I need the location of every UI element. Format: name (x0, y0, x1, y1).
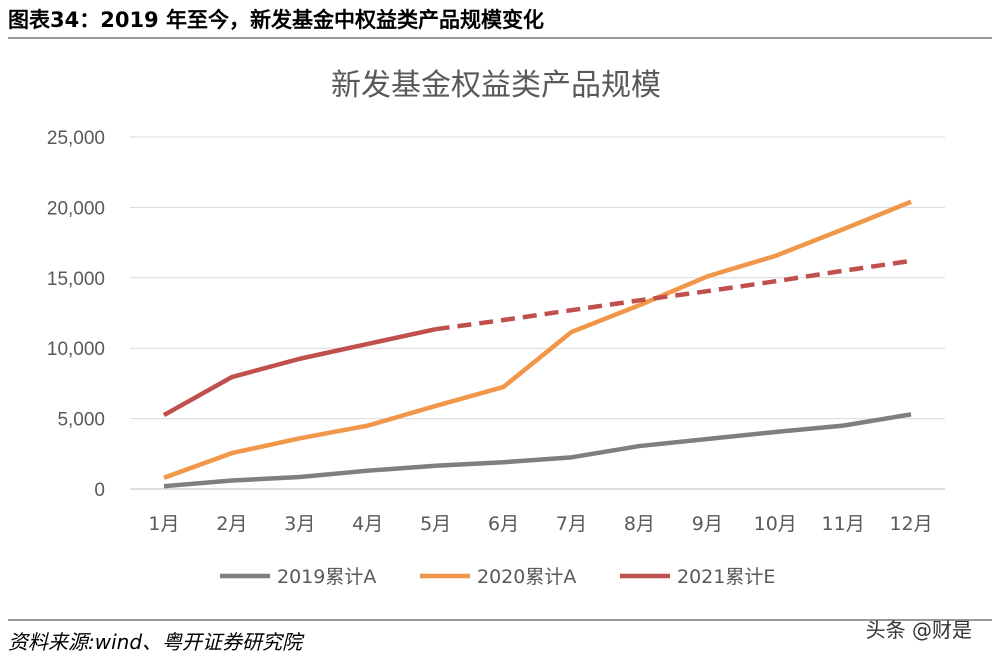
series-line-2019累计A (163, 412, 912, 489)
x-tick-label: 2月 (216, 513, 247, 535)
chart-title: 新发基金权益类产品规模 (331, 68, 661, 103)
x-tick-label: 5月 (420, 513, 451, 535)
figure-title: 图表34：2019 年至今，新发基金中权益类产品规模变化 (8, 8, 544, 32)
x-tick-label: 1月 (148, 513, 179, 535)
legend-label: 2019累计A (277, 566, 376, 588)
y-tick-label: 0 (94, 480, 105, 501)
bottom-divider (8, 619, 992, 621)
series-line-2020累计A (163, 199, 912, 480)
x-tick-label: 11月 (822, 513, 865, 535)
source-note: 资料来源:wind、粤开证券研究院 (8, 630, 303, 654)
x-tick-label: 6月 (488, 513, 519, 535)
x-tick-label: 12月 (889, 513, 932, 535)
legend-label: 2020累计A (477, 566, 576, 588)
watermark: 头条 @财是 (865, 618, 972, 642)
y-tick-label: 25,000 (47, 128, 105, 149)
x-tick-label: 8月 (624, 513, 655, 535)
y-tick-label: 10,000 (47, 339, 105, 360)
series-line-estimate-2021累计E (435, 258, 912, 332)
y-tick-label: 15,000 (47, 269, 105, 290)
x-tick-label: 3月 (284, 513, 315, 535)
x-tick-label: 7月 (556, 513, 587, 535)
line-chart: 新发基金权益类产品规模 0 5,000 10,000 15,000 20,000 25,00… (47, 68, 945, 588)
x-tick-label: 4月 (352, 513, 383, 535)
y-tick-label: 5,000 (57, 410, 105, 431)
top-divider (8, 37, 992, 39)
x-tick-label: 10月 (754, 513, 797, 535)
legend-label: 2021累计E (677, 566, 775, 588)
series-line-2021累计E (162, 326, 437, 418)
y-tick-label: 20,000 (47, 198, 105, 219)
x-tick-label: 9月 (692, 513, 723, 535)
